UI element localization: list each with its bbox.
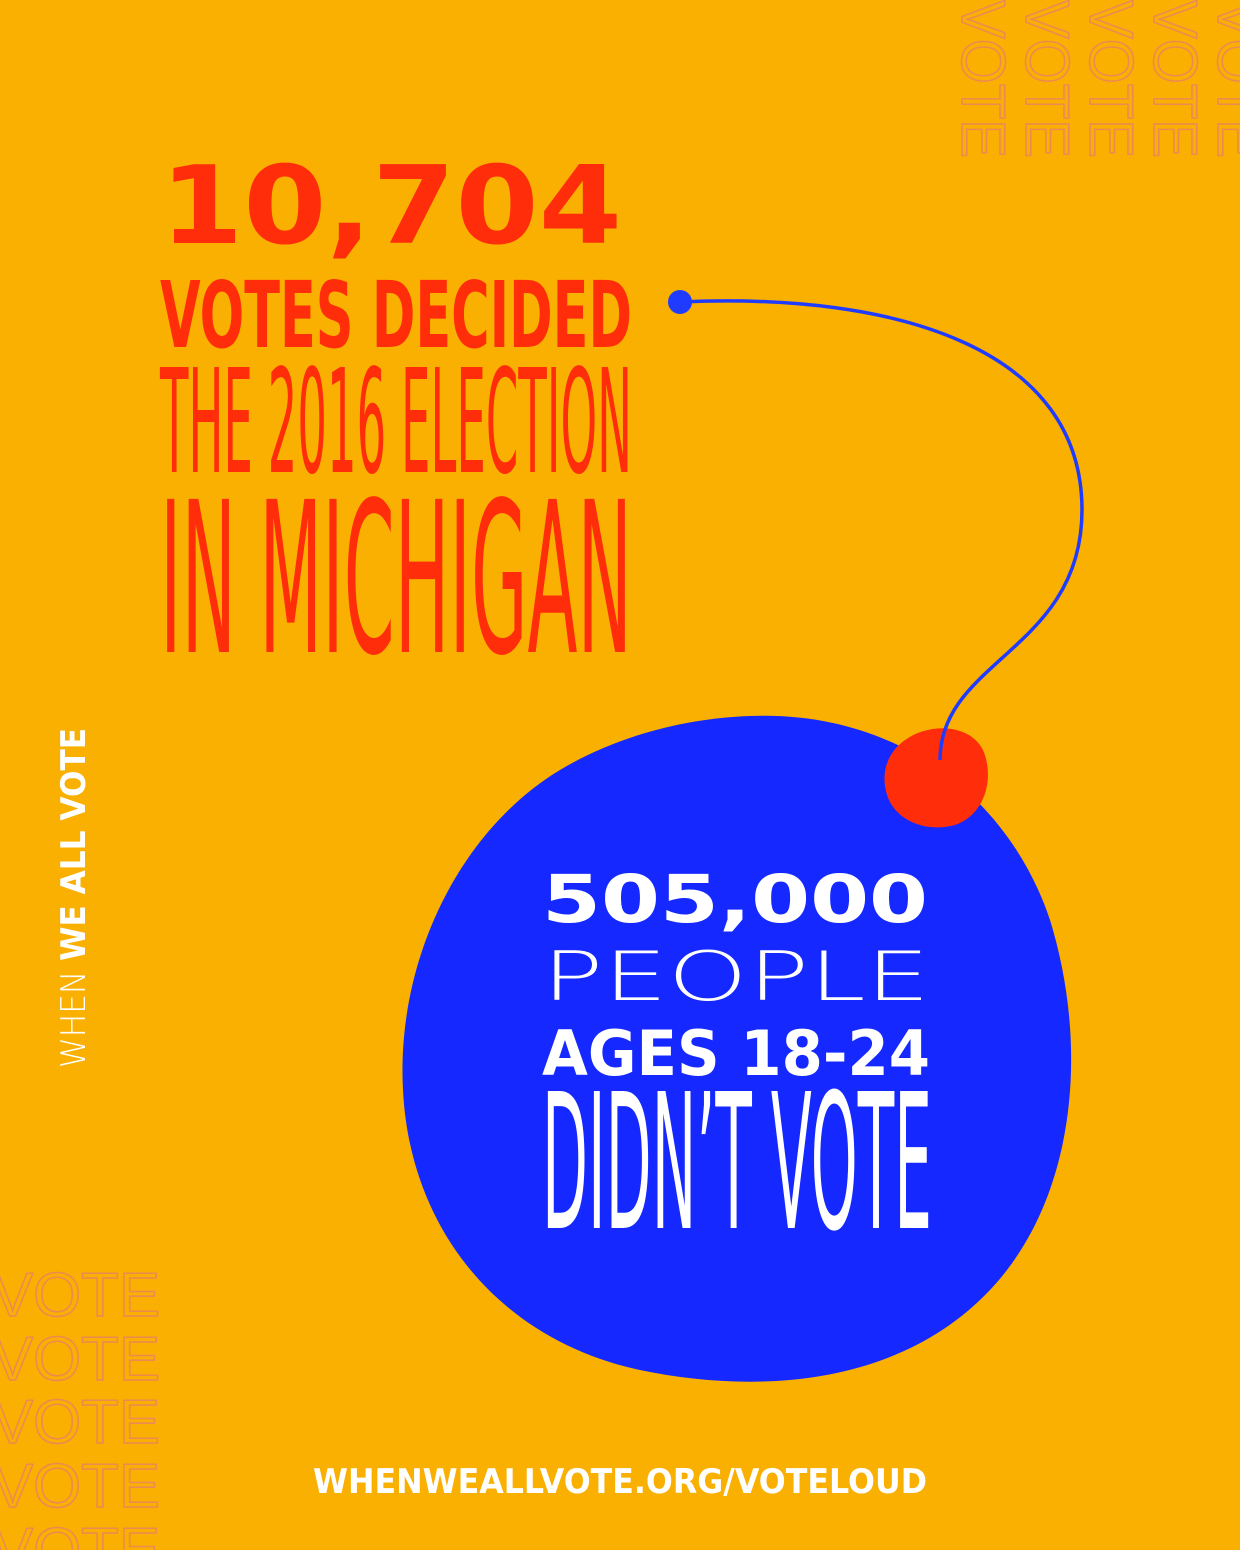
- watermark-word: VOTE: [0, 1388, 160, 1457]
- headline-line: THE 2016 ELECTION: [160, 338, 632, 506]
- headline-line: VOTES DECIDED: [160, 262, 632, 369]
- logo: WHEN WE ALL VOTE: [54, 728, 94, 1068]
- watermark-word: VOTE: [0, 1325, 160, 1394]
- bubble-line: DIDN’T VOTE: [542, 1054, 932, 1273]
- headline-line: IN MICHIGAN: [160, 457, 632, 702]
- headline-number: 10,704: [160, 144, 622, 269]
- bubble-number: 505,000: [542, 861, 928, 938]
- watermark-word: VOTE: [0, 1452, 160, 1521]
- logo-word: WHEN: [54, 971, 94, 1068]
- bubble-shape: [402, 715, 1072, 1382]
- footer-url[interactable]: WHENWEALLVOTE.ORG/VOTELOUD: [313, 1462, 927, 1502]
- bubble-text: 505,000 PEOPLE AGES 18-24 DIDN’T VOTE: [542, 861, 932, 1273]
- logo-word: WE ALL: [54, 831, 94, 961]
- bubble-line: AGES 18-24: [542, 1017, 930, 1090]
- watermark-word: VOTE: [1012, 0, 1081, 158]
- watermark-word: VOTE: [1076, 0, 1145, 158]
- connector-dot: [668, 290, 692, 314]
- connector-line: [679, 299, 1084, 761]
- watermark-word: VOTE: [0, 1261, 160, 1330]
- bubble-line: PEOPLE: [542, 938, 930, 1017]
- watermark-word: VOTE: [1204, 0, 1240, 158]
- watermark-top: VOTE VOTE VOTE VOTE VOTE: [947, 0, 1240, 159]
- watermark-bottom: VOTE VOTE VOTE VOTE VOTE: [0, 1260, 161, 1550]
- watermark-word: VOTE: [1140, 0, 1209, 158]
- headline: 10,704 VOTES DECIDED THE 2016 ELECTION I…: [160, 144, 632, 702]
- watermark-word: VOTE: [0, 1516, 160, 1550]
- logo-word: VOTE: [54, 728, 94, 821]
- watermark-word: VOTE: [948, 0, 1017, 158]
- connector-knob: [884, 728, 988, 828]
